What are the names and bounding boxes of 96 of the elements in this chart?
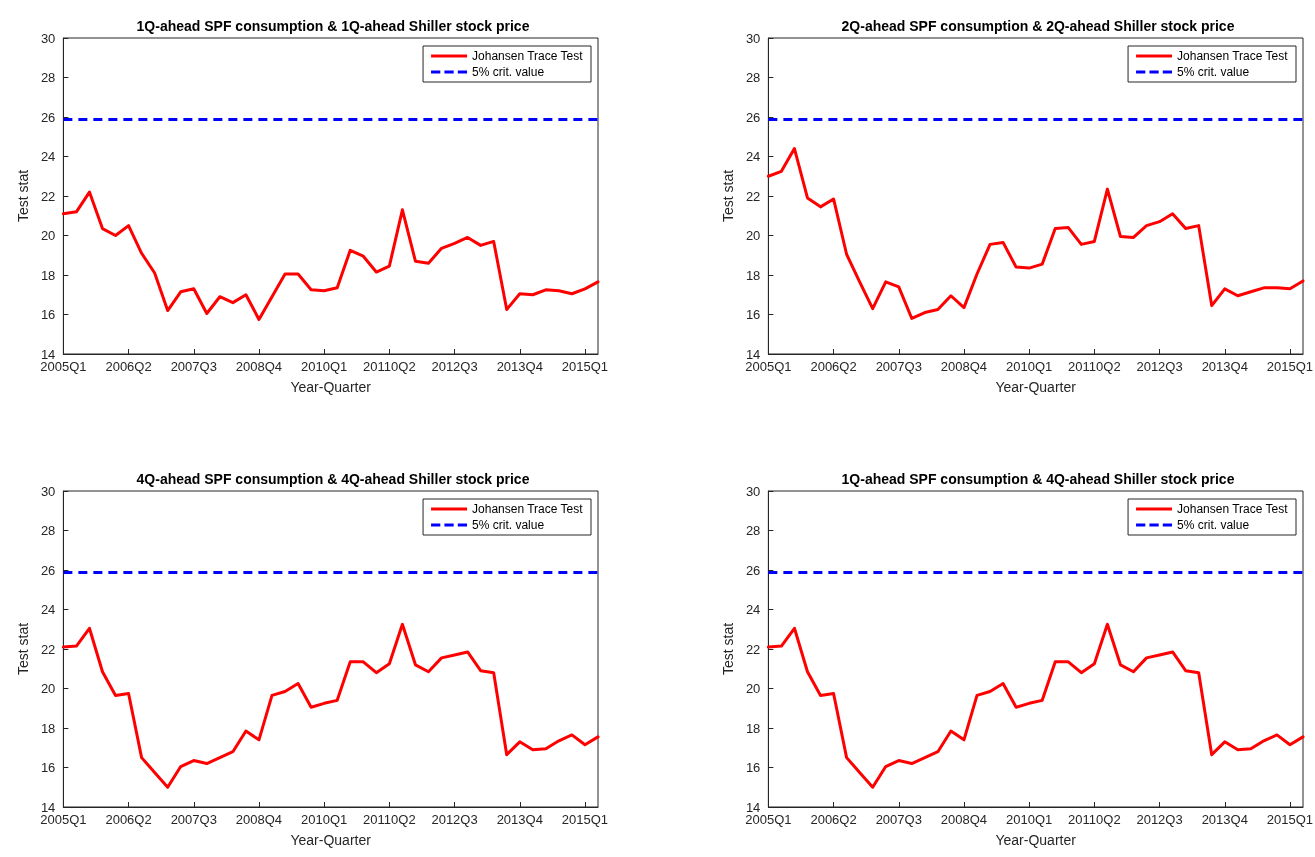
y-tick-label: 24 [40,602,56,617]
y-tick-label: 16 [40,307,56,322]
legend-label: 5% crit. value [472,518,545,532]
x-tick-label: 2015Q1 [1266,359,1314,374]
x-axis-title: Year-Quarter [290,379,372,395]
y-axis-title: Test stat [15,169,31,223]
y-tick-label: 28 [40,70,56,85]
x-tick-label: 20110Q2 [1068,812,1121,827]
x-tick-label: 2015Q1 [561,812,609,827]
y-tick-label: 22 [745,641,761,657]
x-tick-label: 2012Q3 [1136,812,1183,827]
y-tick-label: 26 [40,109,56,125]
x-tick-label: 2007Q3 [875,359,922,374]
legend-label: 5% crit. value [1177,518,1250,532]
y-tick-label: 26 [745,562,761,578]
x-tick-label: 2013Q4 [496,812,543,827]
legend-label: Johansen Trace Test [1177,502,1289,516]
x-tick-label: 2005Q1 [40,812,87,827]
y-tick-label: 26 [40,562,56,578]
x-tick-label: 2008Q4 [940,812,988,827]
y-tick-label: 30 [40,30,56,46]
x-axis-title: Year-Quarter [290,832,372,848]
x-tick-label: 2007Q3 [875,812,922,827]
y-tick-label: 24 [745,602,761,617]
x-tick-label: 2010Q1 [1006,359,1053,374]
y-tick-label: 20 [745,228,761,243]
x-tick-label: 2007Q3 [170,812,217,827]
x-tick-label: 20110Q2 [1068,359,1121,374]
y-tick-label: 18 [40,720,56,736]
y-tick-label: 18 [40,267,56,283]
y-tick-label: 14 [40,346,56,362]
legend-label: 5% crit. value [472,65,545,79]
chart-title: 2Q-ahead SPF consumption & 2Q-ahead Shiller stock price [841,18,1235,34]
x-axis-title: Year-Quarter [995,379,1077,395]
y-tick-label: 22 [40,641,56,657]
x-tick-label: 2012Q3 [1136,359,1183,374]
y-tick-label: 22 [40,188,56,204]
line-series [766,622,1305,789]
x-tick-label: 2008Q4 [235,812,283,827]
x-tick-label: 20110Q2 [363,812,416,827]
y-tick-label: 20 [40,681,56,696]
x-tick-label: 2005Q1 [745,359,792,374]
y-tick-label: 16 [745,760,761,775]
line-series [61,190,600,321]
x-tick-label: 2010Q1 [301,812,348,827]
x-tick-label: 2012Q3 [431,359,478,374]
x-tick-label: 2010Q1 [1006,812,1053,827]
x-tick-label: 2013Q4 [1201,812,1248,827]
x-tick-label: 2006Q2 [810,812,857,827]
x-tick-label: 2008Q4 [235,359,283,374]
line-series [766,147,1305,320]
x-tick-label: 2010Q1 [301,359,348,374]
y-tick-label: 14 [40,799,56,815]
y-tick-label: 28 [40,523,56,538]
x-tick-label: 2013Q4 [496,359,543,374]
y-tick-label: 24 [745,149,761,164]
y-tick-label: 14 [745,346,761,362]
x-tick-label: 2006Q2 [105,359,152,374]
x-tick-label: 2006Q2 [810,359,857,374]
x-tick-label: 2006Q2 [105,812,152,827]
legend-label: 5% crit. value [1177,65,1250,79]
legend-label: Johansen Trace Test [472,502,584,516]
y-tick-label: 28 [745,523,761,538]
x-tick-label: 2005Q1 [745,812,792,827]
line-series [61,622,600,789]
y-tick-label: 28 [745,70,761,85]
y-axis-title: Test stat [15,622,31,676]
y-tick-label: 16 [745,307,761,322]
y-tick-label: 18 [745,720,761,736]
chart-title: 1Q-ahead SPF consumption & 4Q-ahead Shiller stock price [841,471,1235,487]
y-tick-label: 20 [745,681,761,696]
y-tick-label: 18 [745,267,761,283]
x-tick-label: 2007Q3 [170,359,217,374]
y-tick-label: 14 [745,799,761,815]
y-tick-label: 30 [745,483,761,499]
x-tick-label: 2012Q3 [431,812,478,827]
y-tick-label: 24 [40,149,56,164]
x-tick-label: 2013Q4 [1201,359,1248,374]
y-tick-label: 26 [745,109,761,125]
x-tick-label: 2008Q4 [940,359,988,374]
y-tick-label: 16 [40,760,56,775]
x-tick-label: 2005Q1 [40,359,87,374]
x-tick-label: 2015Q1 [1266,812,1314,827]
chart-title: 4Q-ahead SPF consumption & 4Q-ahead Shiller stock price [136,471,530,487]
x-tick-label: 20110Q2 [363,359,416,374]
y-tick-label: 30 [745,30,761,46]
y-axis-title: Test stat [720,622,736,676]
chart-title: 1Q-ahead SPF consumption & 1Q-ahead Shiller stock price [136,18,530,34]
x-axis-title: Year-Quarter [995,832,1077,848]
legend-label: Johansen Trace Test [472,49,584,63]
legend-label: Johansen Trace Test [1177,49,1289,63]
x-tick-label: 2015Q1 [561,359,609,374]
y-axis-title: Test stat [720,169,736,223]
y-tick-label: 30 [40,483,56,499]
y-tick-label: 20 [40,228,56,243]
y-tick-label: 22 [745,188,761,204]
